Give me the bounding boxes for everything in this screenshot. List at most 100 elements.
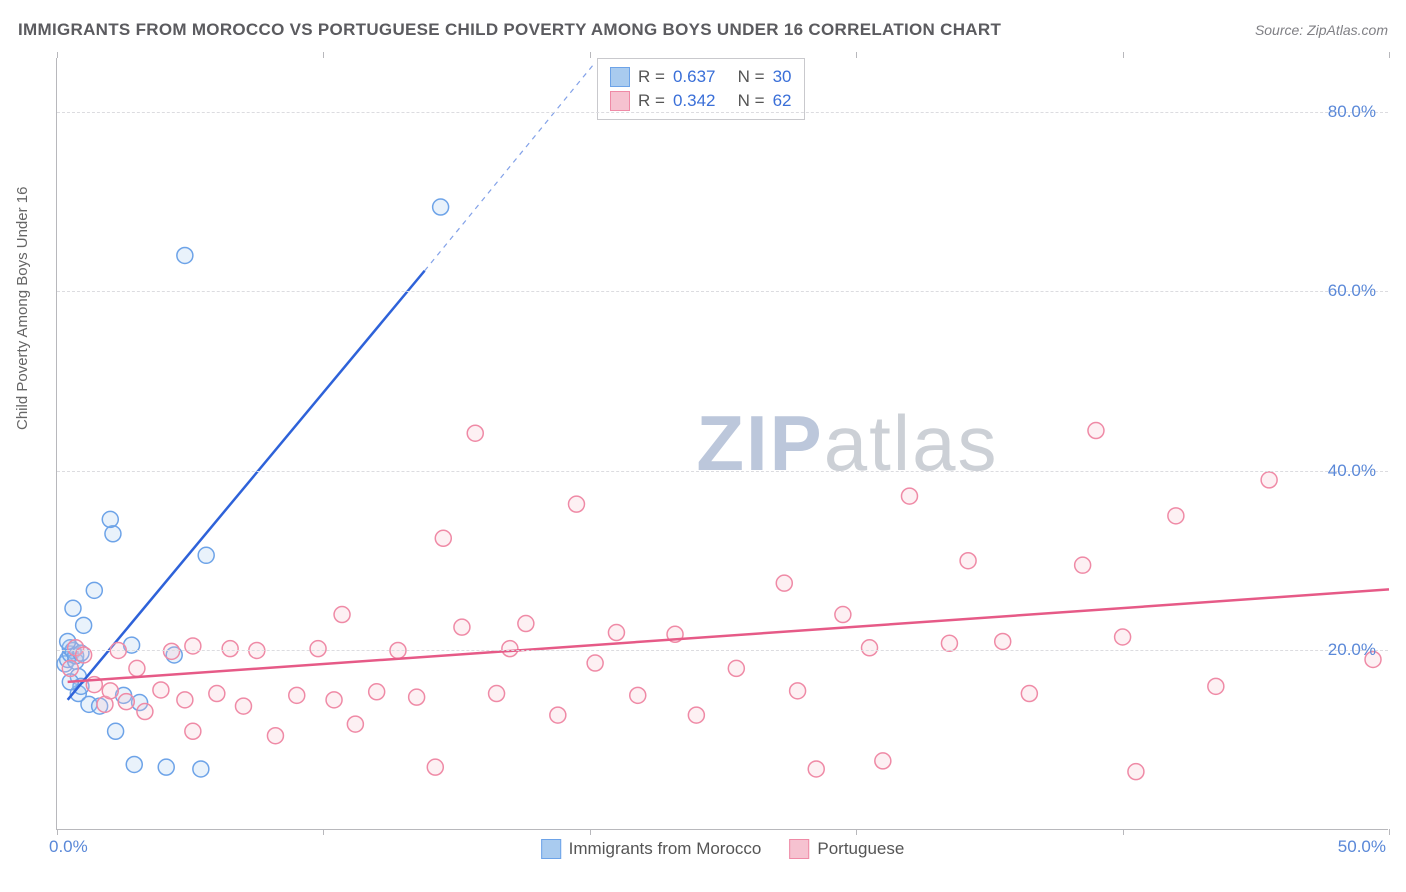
x-tick bbox=[1389, 829, 1390, 835]
data-point-morocco bbox=[126, 756, 142, 772]
gridline bbox=[57, 291, 1388, 292]
legend-label: Immigrants from Morocco bbox=[569, 839, 762, 859]
chart-svg bbox=[57, 58, 1388, 829]
data-point-morocco bbox=[86, 582, 102, 598]
gridline bbox=[57, 471, 1388, 472]
data-point-portuguese bbox=[310, 641, 326, 657]
data-point-portuguese bbox=[334, 607, 350, 623]
x-tick-top bbox=[1389, 52, 1390, 58]
data-point-portuguese bbox=[62, 660, 78, 676]
data-point-portuguese bbox=[222, 641, 238, 657]
source-name: ZipAtlas.com bbox=[1307, 22, 1388, 38]
data-point-portuguese bbox=[835, 607, 851, 623]
data-point-portuguese bbox=[688, 707, 704, 723]
data-point-portuguese bbox=[1261, 472, 1277, 488]
data-point-portuguese bbox=[728, 660, 744, 676]
source-prefix: Source: bbox=[1255, 22, 1307, 38]
legend-swatch-morocco bbox=[541, 839, 561, 859]
data-point-morocco bbox=[102, 511, 118, 527]
data-point-portuguese bbox=[235, 698, 251, 714]
legend-n-label: N = bbox=[723, 91, 764, 111]
data-point-portuguese bbox=[427, 759, 443, 775]
x-tick-label: 0.0% bbox=[49, 837, 88, 857]
x-tick-label: 50.0% bbox=[1338, 837, 1386, 857]
legend-swatch-portuguese bbox=[789, 839, 809, 859]
trend-line-dashed-morocco bbox=[425, 62, 595, 270]
x-tick bbox=[590, 829, 591, 835]
legend-stats-row-morocco: R = 0.637 N = 30 bbox=[610, 65, 792, 89]
data-point-morocco bbox=[65, 600, 81, 616]
data-point-portuguese bbox=[76, 647, 92, 663]
data-point-portuguese bbox=[1075, 557, 1091, 573]
x-tick bbox=[856, 829, 857, 835]
legend-r-label: R = bbox=[638, 91, 665, 111]
legend-n-label: N = bbox=[723, 67, 764, 87]
data-point-portuguese bbox=[118, 694, 134, 710]
legend-bottom: Immigrants from Morocco Portuguese bbox=[541, 839, 905, 859]
gridline bbox=[57, 650, 1388, 651]
data-point-portuguese bbox=[409, 689, 425, 705]
legend-swatch-morocco bbox=[610, 67, 630, 87]
x-tick-top bbox=[590, 52, 591, 58]
data-point-portuguese bbox=[790, 683, 806, 699]
x-tick bbox=[323, 829, 324, 835]
x-tick-top bbox=[1123, 52, 1124, 58]
x-tick-top bbox=[323, 52, 324, 58]
x-tick-top bbox=[856, 52, 857, 58]
data-point-portuguese bbox=[1115, 629, 1131, 645]
data-point-portuguese bbox=[502, 641, 518, 657]
data-point-portuguese bbox=[347, 716, 363, 732]
data-point-portuguese bbox=[177, 692, 193, 708]
legend-n-value: 62 bbox=[773, 91, 792, 111]
data-point-portuguese bbox=[1208, 678, 1224, 694]
legend-r-label: R = bbox=[638, 67, 665, 87]
data-point-morocco bbox=[158, 759, 174, 775]
y-tick-label: 20.0% bbox=[1328, 640, 1376, 660]
legend-stats-row-portuguese: R = 0.342 N = 62 bbox=[610, 89, 792, 113]
trend-line-morocco bbox=[68, 271, 425, 700]
x-tick bbox=[57, 829, 58, 835]
data-point-portuguese bbox=[1021, 686, 1037, 702]
data-point-portuguese bbox=[608, 625, 624, 641]
data-point-portuguese bbox=[941, 635, 957, 651]
data-point-portuguese bbox=[102, 683, 118, 699]
data-point-portuguese bbox=[862, 640, 878, 656]
data-point-portuguese bbox=[153, 682, 169, 698]
data-point-portuguese bbox=[185, 723, 201, 739]
data-point-portuguese bbox=[1168, 508, 1184, 524]
legend-n-value: 30 bbox=[773, 67, 792, 87]
data-point-portuguese bbox=[326, 692, 342, 708]
data-point-portuguese bbox=[185, 638, 201, 654]
legend-r-value: 0.637 bbox=[673, 67, 716, 87]
data-point-portuguese bbox=[209, 686, 225, 702]
data-point-morocco bbox=[108, 723, 124, 739]
legend-label: Portuguese bbox=[817, 839, 904, 859]
data-point-portuguese bbox=[901, 488, 917, 504]
y-axis-label: Child Poverty Among Boys Under 16 bbox=[14, 187, 31, 430]
data-point-portuguese bbox=[776, 575, 792, 591]
data-point-morocco bbox=[76, 617, 92, 633]
data-point-portuguese bbox=[129, 660, 145, 676]
data-point-portuguese bbox=[489, 686, 505, 702]
data-point-portuguese bbox=[267, 728, 283, 744]
data-point-portuguese bbox=[587, 655, 603, 671]
data-point-portuguese bbox=[808, 761, 824, 777]
data-point-portuguese bbox=[875, 753, 891, 769]
y-tick-label: 80.0% bbox=[1328, 102, 1376, 122]
data-point-portuguese bbox=[550, 707, 566, 723]
data-point-morocco bbox=[105, 526, 121, 542]
x-tick-top bbox=[57, 52, 58, 58]
data-point-morocco bbox=[198, 547, 214, 563]
chart-source: Source: ZipAtlas.com bbox=[1255, 22, 1388, 38]
data-point-portuguese bbox=[630, 687, 646, 703]
data-point-portuguese bbox=[137, 704, 153, 720]
gridline bbox=[57, 112, 1388, 113]
legend-item-morocco: Immigrants from Morocco bbox=[541, 839, 762, 859]
data-point-morocco bbox=[433, 199, 449, 215]
data-point-portuguese bbox=[289, 687, 305, 703]
legend-stats-box: R = 0.637 N = 30R = 0.342 N = 62 bbox=[597, 58, 805, 120]
data-point-portuguese bbox=[467, 425, 483, 441]
data-point-portuguese bbox=[518, 616, 534, 632]
chart-plot-area: ZIPatlas R = 0.637 N = 30R = 0.342 N = 6… bbox=[56, 58, 1388, 830]
legend-r-value: 0.342 bbox=[673, 91, 716, 111]
